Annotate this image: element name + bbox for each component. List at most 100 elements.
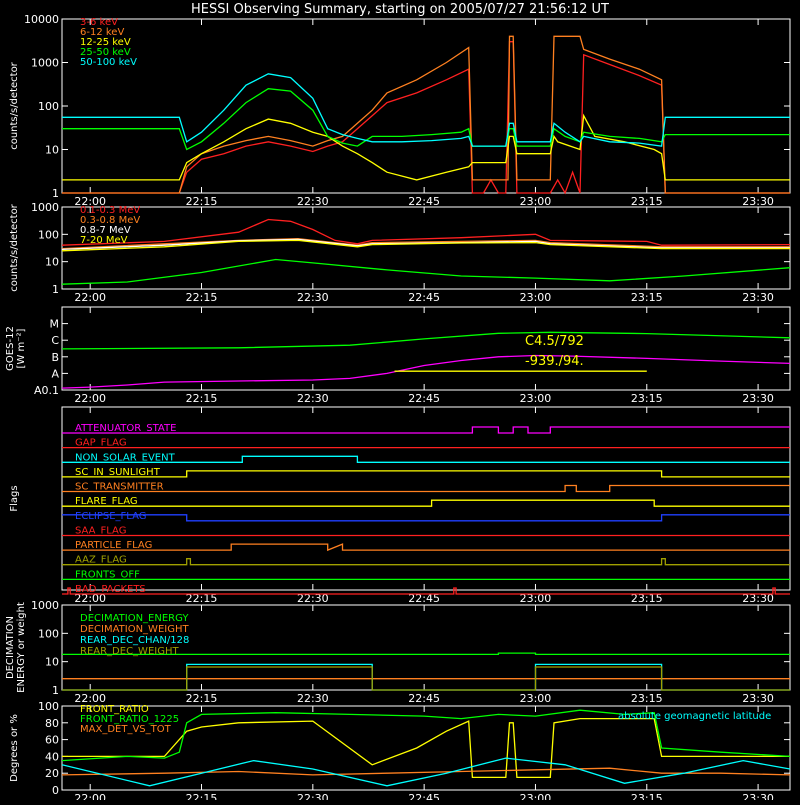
x-tick-label: 22:45 [408,291,440,304]
x-tick-label: 22:45 [408,692,440,705]
x-tick-label: 23:30 [742,291,774,304]
x-tick-label: 22:15 [186,392,218,405]
x-tick-label: 23:15 [631,291,663,304]
legend-entry: REAR_DEC_CHAN/128 [80,635,189,646]
flag-label: ATTENUATOR_STATE [75,423,176,434]
y-axis-label: Flags [9,485,20,511]
series-line [62,41,790,195]
y-tick-label: 1000 [31,57,59,70]
series-line [61,239,790,252]
y-tick-label: 100 [38,627,59,640]
y-tick-label: B [51,351,59,364]
y-axis-label: Degrees or % [9,714,20,782]
goes-panel: 22:00 22:15 22:30 22:45 23:00 23:15 23:30 A0.1 A… [5,306,791,405]
x-tick-label: 22:30 [297,592,329,605]
flags-panel: 22:00 22:15 22:30 22:45 23:00 23:15 23:30 Flags… [9,406,791,605]
x-tick-label: 22:00 [74,195,106,208]
series-line [62,73,790,147]
x-tick-label: 22:00 [74,692,106,705]
y-tick-label: 100 [38,700,59,713]
series-line [61,237,790,250]
legend-entry: 0.1-0.3 MeV [80,205,140,216]
y-axis-label: [W m⁻²] [16,328,27,368]
flag-label: BAD_PACKETS [75,584,146,595]
y-tick-label: 1 [52,684,59,697]
chart-title: HESSI Observing Summary, starting on 200… [191,2,609,17]
y-tick-label: 1000 [31,201,59,214]
x-tick-label: 23:30 [742,792,774,800]
series-line [62,666,790,691]
y-axis-label: DECIMATION [5,616,16,679]
flag-label: SC_TRANSMITTER [75,482,164,493]
y-tick-label: 100 [38,228,59,241]
x-tick-label: 23:15 [631,592,663,605]
x-tick-label: 22:00 [74,291,106,304]
y-tick-label: 10000 [24,13,59,26]
legend-entry: 0.8-7 MeV [80,225,131,236]
series-line [62,35,790,194]
legend-entry: 7-20 MeV [80,235,128,246]
flag-label: SAA_FLAG [75,525,126,536]
legend-entry: FRONT_RATIO [80,704,149,715]
x-tick-label: 23:15 [631,692,663,705]
series-line [61,258,791,285]
legend-entry: absolute geomagnetic latitude [618,711,771,722]
series-line [61,757,791,787]
series-line [61,709,791,762]
series-line [61,218,791,246]
x-tick-label: 22:30 [297,692,329,705]
x-tick-label: 22:45 [408,195,440,208]
legend-entry: DECIMATION_WEIGHT [80,624,189,635]
y-tick-label: 10 [45,656,59,669]
y-tick-label: 100 [38,100,59,113]
y-tick-label: A [51,367,59,380]
x-tick-label: 22:45 [408,392,440,405]
y-axis-label: counts/s/detector [9,61,20,149]
y-tick-label: 1 [52,187,59,200]
y-tick-label: 0 [52,784,59,797]
flag-label: FRONTS_OFF [75,569,140,580]
legend-entry: 12-25 keV [80,37,131,48]
y-tick-label: 10 [45,256,59,269]
y-tick-label: 80 [45,717,59,730]
y-tick-label: C [51,334,59,347]
flag-label: PARTICLE_FLAG [75,540,152,551]
series-line [62,88,790,151]
hxr-panel: 22:00 22:15 22:30 22:45 23:00 23:15 23:30 1 10 10… [9,13,791,208]
flag-label: AAZ_FLAG [75,555,127,566]
x-tick-label: 22:00 [74,592,106,605]
x-tick-label: 23:00 [520,291,552,304]
x-tick-label: 22:15 [186,692,218,705]
x-tick-label: 23:15 [631,792,663,800]
flag-line [62,558,790,566]
flag-line [62,484,790,493]
flag-line [62,499,790,507]
x-tick-label: 23:00 [520,792,552,800]
y-tick-label: M [50,318,60,331]
legend-entry: 3-6 keV [80,17,118,28]
legend-entry: 50-100 keV [80,57,137,68]
x-tick-label: 22:45 [408,592,440,605]
y-tick-label: 1000 [31,599,59,612]
flag-line [62,426,790,434]
legend-entry: MAX_DET_VS_TOT [80,724,172,735]
x-tick-label: 23:30 [742,692,774,705]
flag-line [62,543,790,552]
series-line [61,238,790,251]
x-tick-label: 23:30 [742,195,774,208]
series-line [62,652,790,656]
legend-entry: REAR_DEC_WEIGHT [80,646,179,657]
y-tick-label: 40 [45,750,59,763]
x-tick-label: 23:00 [520,392,552,405]
flag-line [62,470,790,478]
flag-label: FLARE_FLAG [75,496,138,507]
panel-frame [61,705,791,791]
legend-entry: 6-12 keV [80,27,124,38]
x-tick-label: 22:00 [74,792,106,800]
x-tick-label: 22:15 [186,792,218,800]
y-axis-label: ENERGY or weight [16,602,27,693]
x-tick-label: 22:30 [297,392,329,405]
gamma-panel: 22:00 22:15 22:30 22:45 23:00 23:15 23:30 1 10 10… [9,201,791,304]
